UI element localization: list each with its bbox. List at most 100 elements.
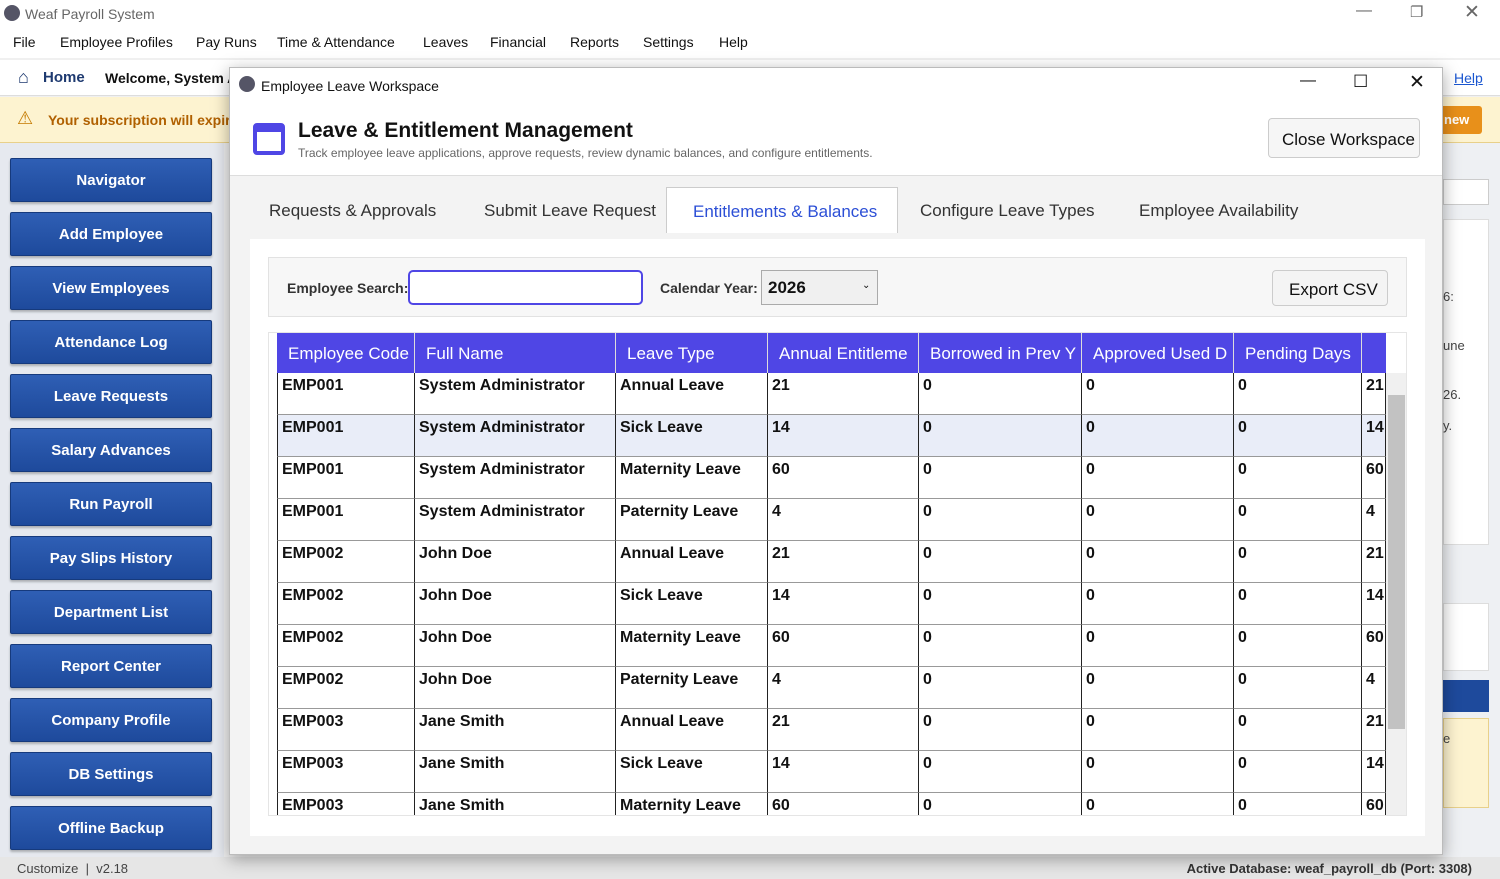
column-header: Employee Code [277,333,415,373]
table-cell: 0 [1082,667,1234,709]
dialog-icon [239,76,255,92]
table-cell: 0 [1234,667,1362,709]
table-cell: 0 [1234,751,1362,793]
restore[interactable]: ❐ [1410,4,1424,21]
tab-active[interactable]: Entitlements & Balances [666,187,898,233]
table-cell: 0 [1082,625,1234,667]
status-bar: Customize | v2.18 Active Database: weaf_… [0,857,1500,879]
sidebar-button[interactable]: Offline Backup [10,806,212,850]
table-cell: 21 [768,709,919,751]
menu-item[interactable]: Financial [490,34,547,50]
table-cell: 14 [768,751,919,793]
table-cell: Sick Leave [616,751,768,793]
close[interactable]: ✕ [1464,2,1480,23]
table-cell: 0 [1234,499,1362,541]
table-cell: 60 [1362,457,1386,499]
home-link[interactable]: Home [43,69,85,86]
table-cell: Jane Smith [415,793,616,815]
window-title: Weaf Payroll System [25,6,155,22]
table-cell: 0 [1234,457,1362,499]
table-cell: 4 [1362,499,1386,541]
table-cell: 0 [1082,709,1234,751]
tab[interactable]: Requests & Approvals [269,201,437,220]
table-cell: 21 [1362,541,1386,583]
tab-bar: Requests & Approvals Submit Leave Request… [230,187,1442,233]
table-cell: System Administrator [415,499,616,541]
table-cell: 0 [919,625,1082,667]
menu-item[interactable]: Employee Profiles [60,34,173,50]
tab[interactable]: Submit Leave Request [484,201,656,220]
sidebar-button[interactable]: Company Profile [10,698,212,742]
column-header: Full Name [415,333,616,373]
background-panel [1443,603,1489,671]
sidebar-button[interactable]: Run Payroll [10,482,212,526]
dialog-minimize[interactable]: — [1300,72,1316,89]
menu-item[interactable]: Pay Runs [196,34,257,50]
table-cell: EMP001 [277,457,415,499]
dialog-title-bar: Employee Leave Workspace — ☐ ✕ [230,68,1442,101]
help-link[interactable]: Help [1454,70,1483,86]
column-header [1362,333,1386,373]
sidebar-button[interactable]: Salary Advances [10,428,212,472]
year-value: 2026 [768,278,806,297]
sidebar-button[interactable]: Report Center [10,644,212,688]
dropdown-arrow: ⌄ [862,280,871,291]
export-button[interactable]: Export CSV [1272,270,1388,306]
sidebar-button[interactable]: Navigator [10,158,212,202]
table-cell: 21 [1362,373,1386,415]
dialog-maximize[interactable]: ☐ [1353,72,1369,91]
table-cell: System Administrator [415,373,616,415]
banner-message: Your subscription will expire [48,112,239,128]
table-cell: Annual Leave [616,541,768,583]
table-cell: Paternity Leave [616,667,768,709]
table-cell: John Doe [415,541,616,583]
tab[interactable]: Employee Availability [1139,201,1299,220]
menu-item[interactable]: Reports [570,34,620,50]
year-label: Calendar Year: [660,280,758,296]
table-cell: Annual Leave [616,709,768,751]
column-header: Pending Days [1234,333,1362,373]
table-cell: 0 [919,751,1082,793]
menu-item[interactable]: Help [719,34,748,50]
table-cell: 0 [1082,499,1234,541]
table-cell: 60 [1362,793,1386,815]
sidebar-button[interactable]: DB Settings [10,752,212,796]
menu-item[interactable]: Settings [643,34,694,50]
table-cell: 0 [1082,373,1234,415]
table-cell: 0 [919,667,1082,709]
background-text: 6: [1443,289,1454,304]
sidebar-button[interactable]: Add Employee [10,212,212,256]
table-cell: 0 [919,541,1082,583]
table-cell: 14 [768,583,919,625]
sidebar-button[interactable]: Attendance Log [10,320,212,364]
title-bar: Weaf Payroll System — ❐ ✕ [0,0,1500,28]
year-select[interactable]: 2026 ⌄ [761,270,878,305]
minimize[interactable]: — [1356,2,1372,19]
table-cell: EMP001 [277,499,415,541]
table-cell: John Doe [415,583,616,625]
column-header: Borrowed in Prev Y [919,333,1082,373]
close-workspace-button[interactable]: Close Workspace [1268,118,1420,158]
table-cell: EMP002 [277,583,415,625]
background-note [1443,718,1489,808]
menu-item[interactable]: Time & Attendance [277,34,395,50]
dialog-close[interactable]: ✕ [1409,72,1425,93]
background-input [1443,179,1489,205]
dialog-header: Leave & Entitlement Management Track emp… [230,101,1442,176]
sidebar-button[interactable]: View Employees [10,266,212,310]
search-input[interactable] [408,270,643,305]
sidebar-button[interactable]: Department List [10,590,212,634]
sidebar: Navigator Add Employee View Employees Atten… [0,143,224,857]
tab[interactable]: Configure Leave Types [920,201,1095,220]
footer-right: Active Database: weaf_payroll_db (Port: … [1186,861,1472,876]
menu-item[interactable]: Leaves [423,34,469,50]
table-cell: John Doe [415,667,616,709]
table-cell: EMP001 [277,415,415,457]
table-cell: 0 [919,793,1082,815]
table-cell: 0 [1234,625,1362,667]
sidebar-button[interactable]: Leave Requests [10,374,212,418]
table-cell: John Doe [415,625,616,667]
table-cell: 0 [919,373,1082,415]
sidebar-button[interactable]: Pay Slips History [10,536,212,580]
menu-item[interactable]: File [13,34,36,50]
